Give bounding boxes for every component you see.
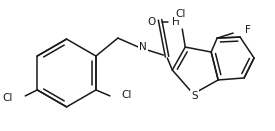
Text: S: S	[191, 91, 197, 101]
Text: Cl: Cl	[121, 90, 131, 100]
Text: Cl: Cl	[2, 93, 12, 103]
Text: F: F	[245, 25, 251, 35]
Text: N: N	[139, 42, 147, 52]
Text: H: H	[172, 17, 180, 27]
Text: O: O	[147, 17, 155, 27]
Text: Cl: Cl	[175, 9, 185, 19]
